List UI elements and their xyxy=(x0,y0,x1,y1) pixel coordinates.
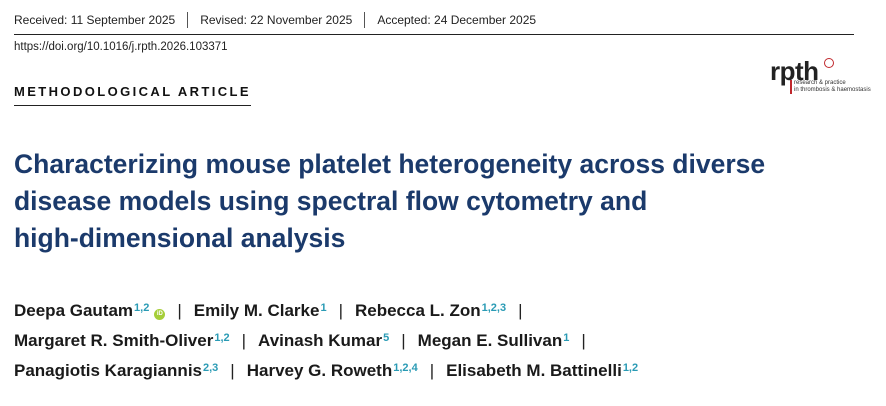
author-name: Deepa Gautam xyxy=(14,301,134,320)
author-name: Emily M. Clarke xyxy=(193,301,320,320)
journal-tagline: research & practice in thrombosis & haem… xyxy=(794,80,871,94)
author-line: Deepa Gautam1,2 iD | Emily M. Clarke1 | Rebec… xyxy=(14,296,874,326)
author: Avinash Kumar5 xyxy=(258,331,389,350)
tagline-line-2: in thrombosis & haemostasis xyxy=(794,87,871,93)
journal-logo: rpth research & practice in thrombosis &… xyxy=(768,56,871,96)
journal-wordmark: rpth xyxy=(770,56,819,86)
affiliation-superscript[interactable]: 1,2 xyxy=(134,302,150,314)
author-name: Rebecca L. Zon xyxy=(354,301,481,320)
logo-ring-icon xyxy=(824,58,834,68)
author-separator: | xyxy=(177,301,182,320)
author-list: Deepa Gautam1,2 iD | Emily M. Clarke1 | Rebec… xyxy=(14,296,874,386)
author-line: Panagiotis Karagiannis2,3 | Harvey G. Rowe… xyxy=(14,356,874,386)
author: Megan E. Sullivan1 xyxy=(418,331,570,350)
affiliation-superscript[interactable]: 2,3 xyxy=(203,362,219,374)
article-type-label: METHODOLOGICAL ARTICLE xyxy=(14,84,251,106)
author-separator: | xyxy=(230,361,235,380)
affiliation-superscript[interactable]: 1 xyxy=(563,332,570,344)
author-name: Avinash Kumar xyxy=(258,331,383,350)
author-separator: | xyxy=(581,331,586,350)
orcid-icon[interactable]: iD xyxy=(154,309,166,320)
author-separator: | xyxy=(518,301,523,320)
affiliation-superscript[interactable]: 1,2,3 xyxy=(481,302,507,314)
title-line: high-dimensional analysis xyxy=(14,223,346,253)
author-name: Harvey G. Roweth xyxy=(246,361,393,380)
author-name: Panagiotis Karagiannis xyxy=(14,361,202,380)
date-divider xyxy=(187,12,189,28)
author-name: Elisabeth M. Battinelli xyxy=(446,361,622,380)
author: Rebecca L. Zon1,2,3 xyxy=(355,301,506,320)
title-line: disease models using spectral flow cytom… xyxy=(14,186,648,216)
article-dates: Received: 11 September 2025 Revised: 22 … xyxy=(14,12,536,28)
author: Harvey G. Roweth1,2,4 xyxy=(247,361,418,380)
revised-date: Revised: 22 November 2025 xyxy=(200,13,353,27)
affiliation-superscript[interactable]: 1 xyxy=(320,302,327,314)
author-separator: | xyxy=(401,331,406,350)
doi-link[interactable]: https://doi.org/10.1016/j.rpth.2026.1033… xyxy=(14,41,228,53)
author-separator: | xyxy=(429,361,435,380)
affiliation-superscript[interactable]: 1,2,4 xyxy=(393,362,418,374)
affiliation-superscript[interactable]: 1,2 xyxy=(622,362,639,374)
author-name: Megan E. Sullivan xyxy=(417,331,563,350)
author-separator: | xyxy=(241,331,247,350)
author: Elisabeth M. Battinelli1,2 xyxy=(446,361,638,380)
accepted-date: Accepted: 24 December 2025 xyxy=(377,13,537,27)
author-line: Margaret R. Smith-Oliver1,2 | Avinash Kuma… xyxy=(14,326,874,356)
author: Margaret R. Smith-Oliver1,2 xyxy=(14,331,230,350)
author: Panagiotis Karagiannis2,3 xyxy=(14,361,218,380)
affiliation-superscript[interactable]: 5 xyxy=(383,332,390,344)
logo-accent-bar xyxy=(790,80,792,94)
author-separator: | xyxy=(338,301,343,320)
author: Deepa Gautam1,2 iD xyxy=(14,301,166,320)
title-line: Characterizing mouse platelet heterogene… xyxy=(14,149,766,179)
author-name: Margaret R. Smith-Oliver xyxy=(14,331,214,350)
tagline-line-1: research & practice xyxy=(794,80,846,86)
affiliation-superscript[interactable]: 1,2 xyxy=(214,332,230,344)
date-divider xyxy=(364,12,366,28)
header-rule xyxy=(14,34,854,35)
author: Emily M. Clarke1 xyxy=(194,301,327,320)
article-title: Characterizing mouse platelet heterogene… xyxy=(14,146,874,257)
received-date: Received: 11 September 2025 xyxy=(14,13,176,27)
